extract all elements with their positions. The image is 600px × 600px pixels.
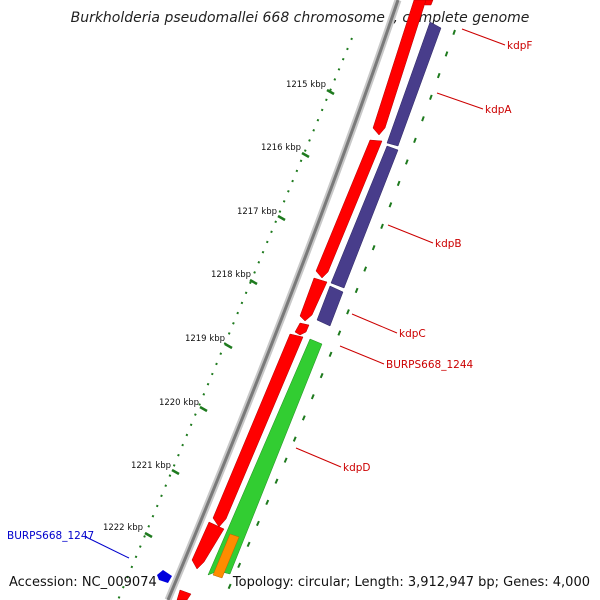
gene-label: kdpA: [485, 104, 512, 116]
gene-track-marks: [227, 29, 456, 591]
gene-arrow-blue: [157, 570, 172, 583]
gene-arrow: [294, 322, 310, 336]
cds-orange-block: [212, 533, 240, 579]
ruler-tick: [144, 531, 153, 539]
ruler-tick-label: 1221 kbp: [131, 461, 171, 471]
gene-arrow: [316, 285, 344, 327]
forward-strand-genes: [176, 0, 434, 600]
ruler-tick-label: 1222 kbp: [103, 523, 143, 533]
gene-label: kdpF: [507, 40, 532, 52]
gene-arrow: [299, 277, 328, 322]
ruler-tick-label: 1216 kbp: [261, 143, 301, 153]
gene-arrow: [176, 589, 192, 600]
gene-label: BURPS668_1244: [386, 359, 474, 371]
gene-label: kdpC: [399, 328, 426, 340]
gene-arrow: [372, 0, 427, 136]
ruler-tick: [326, 88, 335, 96]
gene-label: kdpD: [343, 462, 371, 474]
label-leader-blue: [85, 536, 130, 559]
ruler-tick: [249, 278, 258, 286]
ruler-tick: [199, 405, 208, 413]
ruler-tick: [224, 342, 233, 350]
ruler-tick: [171, 468, 180, 476]
gene-arrow: [315, 139, 383, 279]
ruler-tick-label: 1217 kbp: [237, 207, 277, 217]
ruler-tick-label: 1215 kbp: [286, 80, 326, 90]
gene-arrow: [330, 145, 399, 289]
gene-label: kdpB: [435, 238, 462, 250]
accession-text: Accession: NC_009074: [9, 575, 157, 590]
ruler-tick-label: 1218 kbp: [211, 270, 251, 280]
ruler-ticks: [144, 88, 335, 539]
ruler-labels: 1215 kbp 1216 kbp 1217 kbp 1218 kbp 1219…: [103, 80, 326, 533]
reverse-strand-genes: [316, 21, 442, 327]
gene-arrow: [191, 521, 225, 570]
backbone-arc: [164, 0, 402, 600]
gene-label: BURPS668_1247: [7, 530, 94, 542]
gene-labels: kdpF kdpA kdpB kdpC BURPS668_1244 kdpD B…: [7, 40, 532, 542]
gene-arrow: [212, 333, 304, 528]
backbone-arc-core: [166, 0, 400, 600]
topology-text: Topology: circular; Length: 3,912,947 bp…: [232, 575, 590, 590]
ruler-tick: [301, 151, 310, 159]
gene-arrow: [386, 21, 442, 147]
ruler-tick: [277, 214, 286, 222]
label-leaders: [295, 28, 506, 468]
ruler-tick-label: 1220 kbp: [159, 398, 199, 408]
ruler-tick-label: 1219 kbp: [185, 334, 225, 344]
